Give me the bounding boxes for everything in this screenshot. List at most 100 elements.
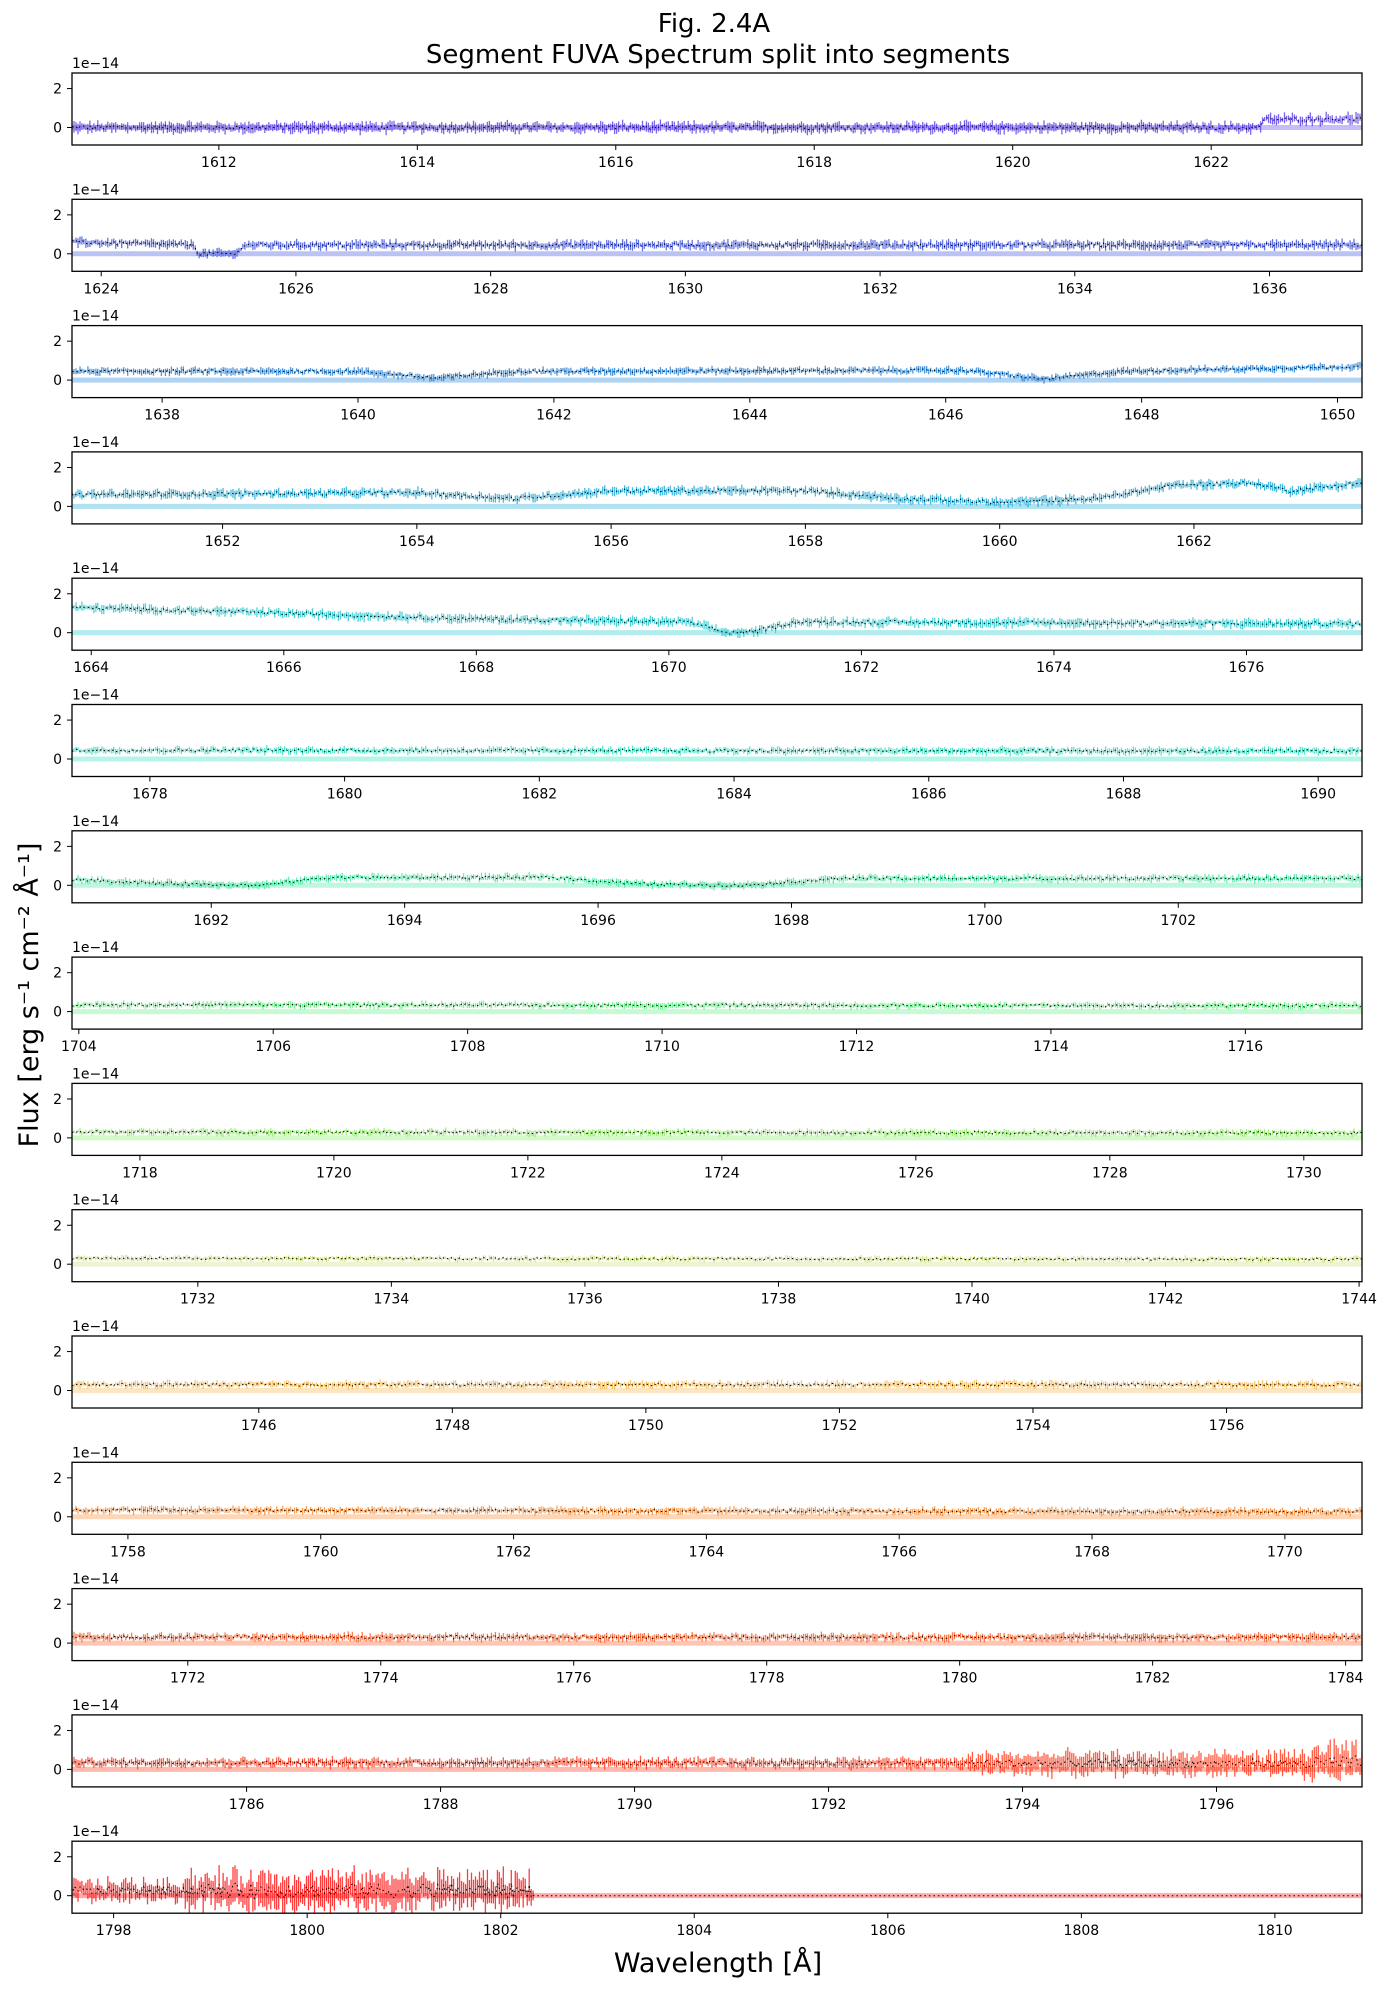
y-tick-label: 0	[53, 1005, 62, 1021]
y-tick-label: 2	[53, 713, 62, 729]
y-tick-label: 2	[53, 460, 62, 476]
x-tick-label: 1718	[122, 1165, 158, 1181]
y-tick-label: 0	[53, 247, 62, 263]
x-tick-label: 1772	[170, 1671, 206, 1687]
y-offset-label: 1e−14	[72, 1572, 119, 1588]
x-tick-label: 1704	[61, 1039, 97, 1055]
y-tick-label: 2	[53, 587, 62, 603]
axes-frame	[71, 956, 1363, 1030]
x-tick-label: 1698	[774, 913, 810, 929]
y-tick-label: 2	[53, 839, 62, 855]
x-tick-label: 1760	[303, 1544, 339, 1560]
axes-frame	[71, 198, 1363, 272]
x-tick-label: 1696	[580, 913, 616, 929]
x-tick-label: 1786	[229, 1797, 265, 1813]
x-tick-label: 1612	[201, 155, 237, 171]
x-tick-label: 1678	[132, 787, 168, 803]
x-tick-label: 1648	[1124, 408, 1160, 424]
y-offset-label: 1e−14	[72, 688, 119, 704]
x-tick-label: 1762	[496, 1544, 532, 1560]
axes-frame	[71, 1082, 1363, 1157]
x-tick-label: 1810	[1257, 1923, 1293, 1939]
error-bars-series	[72, 1738, 1362, 1783]
error-bars-series	[72, 745, 1362, 757]
x-tick-label: 1688	[1106, 787, 1142, 803]
x-tick-label: 1796	[1199, 1797, 1235, 1813]
x-tick-label: 1764	[689, 1544, 725, 1560]
axes-frame	[71, 324, 1363, 399]
x-tick-label: 1802	[483, 1923, 519, 1939]
y-tick-label: 2	[53, 1723, 62, 1739]
y-offset-label: 1e−14	[72, 1066, 119, 1082]
x-tick-label: 1700	[967, 913, 1003, 929]
y-tick-label: 0	[53, 373, 62, 389]
x-tick-label: 1660	[982, 534, 1018, 550]
panel-6: 0 2 1e−14 1678 1680 1682 1684 1686 1688 1690	[53, 688, 1363, 803]
x-tick-label: 1654	[399, 534, 435, 550]
flux-series	[72, 1256, 1362, 1262]
x-tick-label: 1684	[716, 787, 752, 803]
error-bars-series	[72, 1865, 534, 1914]
y-offset-label: 1e−14	[72, 182, 119, 198]
panel-4: 0 2 1e−14 1652 1654 1656 1658 1660 1662	[53, 435, 1363, 550]
x-tick-label: 1614	[400, 155, 436, 171]
x-tick-label: 1676	[1229, 660, 1265, 676]
y-tick-label: 0	[53, 1131, 62, 1147]
x-tick-label: 1714	[1033, 1039, 1069, 1055]
y-tick-label: 0	[53, 1383, 62, 1399]
y-tick-label: 2	[53, 1218, 62, 1234]
panel-3: 0 2 1e−14 1638 1640 1642 1644 1646 1648 1650	[53, 309, 1363, 424]
x-tick-label: 1712	[839, 1039, 875, 1055]
x-axis-label: Wavelength [Å]	[614, 1947, 822, 1979]
y-tick-label: 2	[53, 1850, 62, 1866]
x-tick-label: 1738	[761, 1292, 797, 1308]
flux-series	[72, 1130, 1362, 1136]
x-tick-label: 1720	[316, 1165, 352, 1181]
flux-series	[72, 748, 1362, 754]
error-bars-series	[72, 1000, 1362, 1011]
x-tick-label: 1804	[676, 1923, 712, 1939]
flux-series	[72, 239, 1362, 257]
x-tick-label: 1658	[788, 534, 824, 550]
x-tick-label: 1618	[796, 155, 832, 171]
x-tick-label: 1622	[1193, 155, 1229, 171]
axes-frame	[71, 830, 1363, 904]
y-tick-label: 2	[53, 1597, 62, 1613]
x-tick-label: 1680	[327, 787, 363, 803]
y-tick-label: 2	[53, 334, 62, 350]
x-tick-label: 1776	[556, 1671, 592, 1687]
y-tick-label: 2	[53, 1345, 62, 1361]
x-tick-label: 1692	[193, 913, 229, 929]
x-tick-label: 1800	[289, 1923, 325, 1939]
y-tick-label: 0	[53, 626, 62, 642]
x-tick-label: 1792	[811, 1797, 847, 1813]
x-tick-label: 1686	[911, 787, 947, 803]
y-tick-label: 0	[53, 499, 62, 515]
y-offset-label: 1e−14	[72, 309, 119, 325]
x-tick-label: 1768	[1074, 1544, 1110, 1560]
y-tick-label: 0	[53, 120, 62, 136]
axes-frame	[71, 1714, 1363, 1788]
panel-14: 0 2 1e−14 1786 1788 1790 1792 1794 1796	[53, 1698, 1363, 1813]
y-offset-label: 1e−14	[72, 940, 119, 956]
error-bars-series	[72, 478, 1362, 508]
axes-frame	[71, 1335, 1363, 1409]
x-tick-label: 1722	[510, 1165, 546, 1181]
error-bars-series	[72, 1505, 1362, 1517]
x-tick-label: 1662	[1176, 534, 1212, 550]
x-tick-label: 1752	[822, 1418, 858, 1434]
x-tick-label: 1742	[1148, 1292, 1184, 1308]
x-tick-label: 1748	[435, 1418, 471, 1434]
flux-series	[72, 1002, 1362, 1008]
figure-title: Fig. 2.4A	[658, 9, 771, 39]
panel-2: 0 2 1e−14 1624 1626 1628 1630 1632 1634 1636	[53, 182, 1363, 297]
x-tick-label: 1756	[1209, 1418, 1245, 1434]
x-tick-label: 1734	[374, 1292, 410, 1308]
axes-frame	[71, 1587, 1363, 1662]
y-tick-label: 0	[53, 1889, 62, 1905]
y-tick-label: 0	[53, 878, 62, 894]
x-tick-label: 1732	[180, 1292, 216, 1308]
x-tick-label: 1774	[363, 1671, 399, 1687]
x-tick-label: 1808	[1064, 1923, 1100, 1939]
